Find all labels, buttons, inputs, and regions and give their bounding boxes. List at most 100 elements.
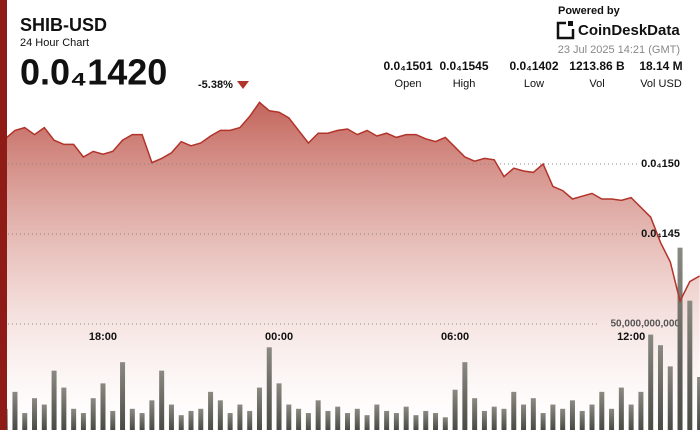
volume-bar — [364, 415, 370, 430]
volume-bar — [178, 415, 184, 430]
area-layer — [0, 102, 700, 430]
volume-bar — [149, 400, 155, 430]
volume-bar — [129, 408, 135, 430]
volume-bar — [403, 406, 409, 430]
volume-bar — [22, 413, 28, 430]
volume-bar — [374, 404, 380, 430]
volume-bar — [188, 410, 194, 430]
volume-bar — [71, 408, 77, 430]
volume-bar — [139, 413, 145, 430]
volume-bar — [80, 413, 86, 430]
volume-bar — [521, 404, 527, 430]
volume-bar — [384, 410, 390, 430]
volume-bar — [305, 413, 311, 430]
stat-label: Vol USD — [640, 78, 682, 90]
volume-bar — [472, 398, 478, 430]
symbol: SHIB-USD — [20, 15, 107, 35]
volume-bar — [120, 362, 126, 430]
volume-bar — [335, 406, 341, 430]
volume-bar — [90, 398, 96, 430]
subtitle: 24 Hour Chart — [20, 37, 89, 49]
volume-bar — [423, 410, 429, 430]
volume-bar — [667, 366, 673, 430]
stat-label: Open — [395, 78, 422, 90]
x-tick-label: 18:00 — [89, 331, 117, 343]
volume-bar — [354, 408, 360, 430]
powered-by: Powered by — [558, 5, 621, 17]
volume-bar — [501, 408, 507, 430]
volume-bar — [61, 387, 67, 430]
volume-bar — [579, 410, 585, 430]
y-tick-label: 0.0₄145 — [641, 228, 680, 240]
grid-layer: 0.0₄145 0.0₄150 18:00 00:00 06:00 12:0050,000… — [8, 158, 680, 343]
stat-value: 0.0₄1501 — [383, 59, 432, 73]
volume-bar — [227, 413, 233, 430]
x-tick-label: 06:00 — [441, 331, 469, 343]
volume-bar — [393, 413, 399, 430]
price-line — [0, 101, 700, 304]
volume-bar — [677, 247, 683, 430]
volume-bar — [247, 410, 253, 430]
volume-bar — [481, 410, 487, 430]
volume-bar — [657, 345, 663, 430]
volume-bar — [433, 413, 439, 430]
x-tick-label: 00:00 — [265, 331, 293, 343]
volume-bar — [345, 413, 350, 430]
volume-layer — [2, 247, 700, 430]
price: 0.0₄1420 — [20, 52, 167, 93]
down-arrow — [237, 81, 249, 89]
volume-bar — [325, 410, 331, 430]
stat-label: Vol — [589, 78, 604, 90]
volume-bar — [697, 377, 700, 430]
stat-label: High — [453, 78, 476, 90]
volume-bar — [540, 413, 546, 430]
y-tick-label: 0.0₄150 — [641, 158, 680, 170]
volume-bar — [618, 387, 624, 430]
volume-bar — [569, 400, 575, 430]
volume-bar — [256, 387, 262, 430]
logo-icon — [556, 20, 575, 40]
volume-bar — [100, 383, 106, 430]
volume-bar — [276, 383, 282, 430]
stat-value: 1213.86 B — [569, 59, 625, 73]
volume-bar — [12, 391, 18, 430]
volume-bar — [599, 391, 605, 430]
line-layer — [0, 101, 700, 304]
stat-label: Low — [524, 78, 544, 90]
volume-bar — [452, 389, 458, 430]
volume-bar — [217, 400, 223, 430]
volume-bar — [32, 398, 38, 430]
volume-bar — [110, 410, 116, 430]
volume-bar — [237, 404, 243, 430]
volume-bar — [462, 362, 468, 430]
volume-bar — [511, 391, 517, 430]
volume-bar — [159, 370, 165, 430]
stat-value: 18.14 M — [639, 59, 682, 73]
volume-bar — [198, 408, 204, 430]
volume-bar — [442, 417, 448, 430]
accent-bar — [0, 0, 7, 430]
volume-bar — [550, 404, 556, 430]
stats: 0.0₄1501 Open 0.0₄1545 High 0.0₄1402 Low… — [383, 59, 682, 90]
timestamp: 23 Jul 2025 14:21 (GMT) — [558, 44, 680, 56]
volume-bar — [51, 370, 57, 430]
volume-bar — [266, 347, 272, 430]
volume-bar — [41, 404, 47, 430]
stat-value: 0.0₄1545 — [439, 59, 488, 73]
stat-value: 0.0₄1402 — [509, 59, 558, 73]
change: -5.38% — [198, 79, 233, 91]
volume-bar — [413, 415, 419, 430]
volume-bar — [315, 400, 321, 430]
volume-bar — [296, 408, 302, 430]
x-tick-label: 12:00 — [617, 331, 645, 343]
volume-bar — [638, 391, 644, 430]
volume-bar — [530, 398, 536, 430]
volume-bar — [491, 406, 497, 430]
area-fill — [0, 102, 700, 430]
volume-bar — [609, 408, 615, 430]
logo-text: CoinDeskData — [578, 22, 680, 39]
volume-bar — [648, 334, 654, 430]
volume-bar — [628, 404, 634, 430]
volume-bar — [589, 404, 595, 430]
